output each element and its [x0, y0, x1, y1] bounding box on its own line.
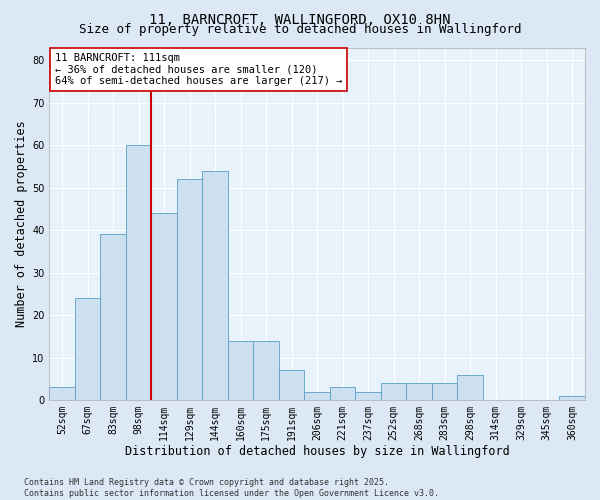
Bar [100, 234, 126, 400]
Text: Contains HM Land Registry data © Crown copyright and database right 2025.
Contai: Contains HM Land Registry data © Crown c… [24, 478, 439, 498]
Bar [151, 213, 177, 400]
Bar [457, 374, 483, 400]
Bar [202, 170, 228, 400]
Bar [381, 383, 406, 400]
Bar [355, 392, 381, 400]
Text: 11 BARNCROFT: 111sqm
← 36% of detached houses are smaller (120)
64% of semi-deta: 11 BARNCROFT: 111sqm ← 36% of detached h… [55, 53, 342, 86]
Bar [75, 298, 100, 400]
Bar [126, 145, 151, 400]
Text: Size of property relative to detached houses in Wallingford: Size of property relative to detached ho… [79, 22, 521, 36]
Bar [304, 392, 330, 400]
Bar [432, 383, 457, 400]
Bar [406, 383, 432, 400]
Bar [49, 388, 75, 400]
X-axis label: Distribution of detached houses by size in Wallingford: Distribution of detached houses by size … [125, 444, 509, 458]
Text: 11, BARNCROFT, WALLINGFORD, OX10 8HN: 11, BARNCROFT, WALLINGFORD, OX10 8HN [149, 12, 451, 26]
Bar [279, 370, 304, 400]
Bar [559, 396, 585, 400]
Bar [330, 388, 355, 400]
Bar [177, 179, 202, 400]
Bar [228, 340, 253, 400]
Y-axis label: Number of detached properties: Number of detached properties [15, 120, 28, 327]
Bar [253, 340, 279, 400]
